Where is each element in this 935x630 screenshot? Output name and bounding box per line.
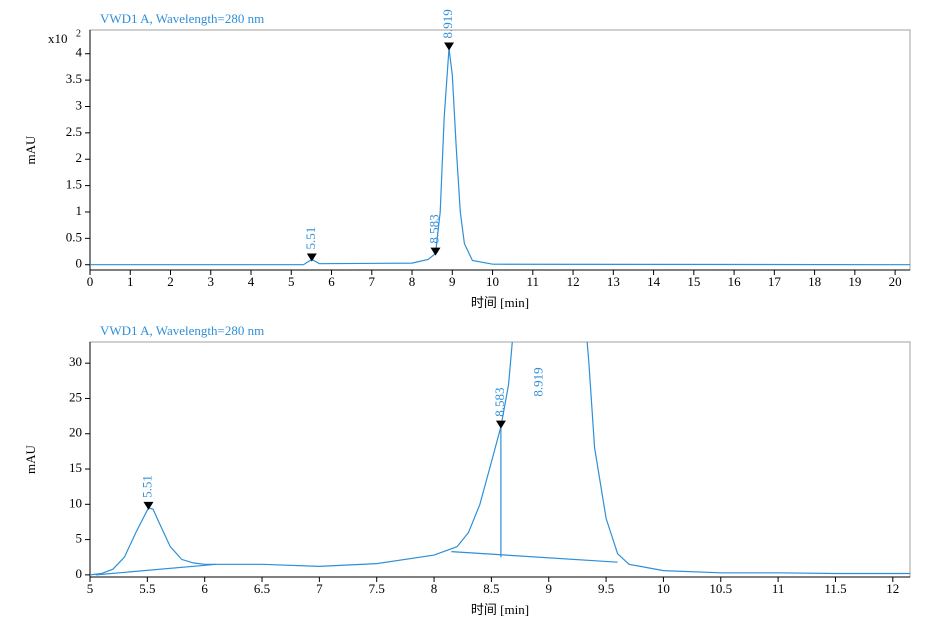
x-tick-label: 7 [316,581,323,596]
panel-title: VWD1 A, Wavelength=280 nm [100,323,264,338]
x-tick-label: 5.5 [139,581,155,596]
traces [90,48,910,266]
x-tick-label: 9.5 [598,581,614,596]
y-tick-label: 30 [69,354,82,369]
x-tick-label: 8 [431,581,438,596]
peak-marker [430,247,441,256]
y-tick-label: 0.5 [66,229,82,244]
x-tick-label: 10 [657,581,670,596]
y-tick-label: 5 [76,531,83,546]
x-tick-label: 10 [486,274,499,289]
x-tick-label: 5 [288,274,295,289]
x-axis-label: 时间 [min] [471,602,529,617]
y-tick-label: 0 [76,566,83,581]
x-tick-label: 11 [772,581,785,596]
y-tick-label: 15 [69,460,82,475]
y-axis-label: mAU [23,444,38,474]
x-axis-label: 时间 [min] [471,295,529,310]
y-tick-label: 3 [76,97,83,112]
x-tick-label: 2 [167,274,174,289]
peak-marker [306,253,317,262]
x-tick-label: 4 [248,274,255,289]
y-tick-label: 2.5 [66,124,82,139]
x-tick-label: 14 [647,274,661,289]
panel-title: VWD1 A, Wavelength=280 nm [100,11,264,26]
trace [90,48,910,266]
peak-label: 8.583 [492,387,507,416]
peak-label: 5.51 [303,227,318,250]
x-tick-label: 7.5 [369,581,385,596]
x-tick-label: 18 [808,274,821,289]
x-tick-label: 9 [449,274,456,289]
x-tick-label: 8.5 [483,581,499,596]
y-tick-label: 4 [76,45,83,60]
trace [90,342,910,576]
x-tick-label: 5 [87,581,94,596]
x-tick-label: 6.5 [254,581,270,596]
trace [451,551,618,563]
peak-marker [444,42,455,51]
y-tick-label: 1.5 [66,177,82,192]
x-tick-label: 17 [768,274,782,289]
peak-marker [143,501,154,510]
x-tick-label: 12 [886,581,899,596]
peak-label: 8.583 [426,214,441,243]
x-tick-label: 16 [728,274,742,289]
peak-marker [495,420,506,429]
y-tick-label: 20 [69,425,82,440]
y-tick-label: 25 [69,389,82,404]
x-tick-label: 10.5 [709,581,732,596]
x-tick-label: 12 [567,274,580,289]
x-tick-label: 3 [208,274,215,289]
peak-label: 5.51 [139,475,154,498]
y-axis-label: mAU [23,135,38,165]
x-tick-label: 1 [127,274,134,289]
y-tick-label: 0 [76,256,83,271]
x-tick-label: 0 [87,274,94,289]
y-scale-label: x10 [48,31,68,46]
peak-label: 8.919 [440,9,455,38]
y-tick-label: 10 [69,495,82,510]
x-tick-label: 8 [409,274,416,289]
traces [90,342,910,576]
plot-frame [89,341,911,578]
y-tick-label: 1 [76,203,83,218]
x-tick-label: 6 [201,581,208,596]
x-tick-label: 19 [848,274,861,289]
plot-frame [89,29,911,271]
x-tick-label: 9 [545,581,552,596]
x-tick-label: 6 [328,274,335,289]
trace [95,563,217,576]
y-scale-exponent: 2 [76,28,81,39]
x-tick-label: 7 [369,274,376,289]
x-tick-label: 11 [527,274,540,289]
peak-label: 8.919 [530,367,545,396]
x-tick-label: 13 [607,274,620,289]
y-tick-label: 3.5 [66,71,82,86]
x-tick-label: 15 [687,274,700,289]
x-tick-label: 20 [889,274,902,289]
x-tick-label: 11.5 [824,581,846,596]
y-tick-label: 2 [76,150,83,165]
